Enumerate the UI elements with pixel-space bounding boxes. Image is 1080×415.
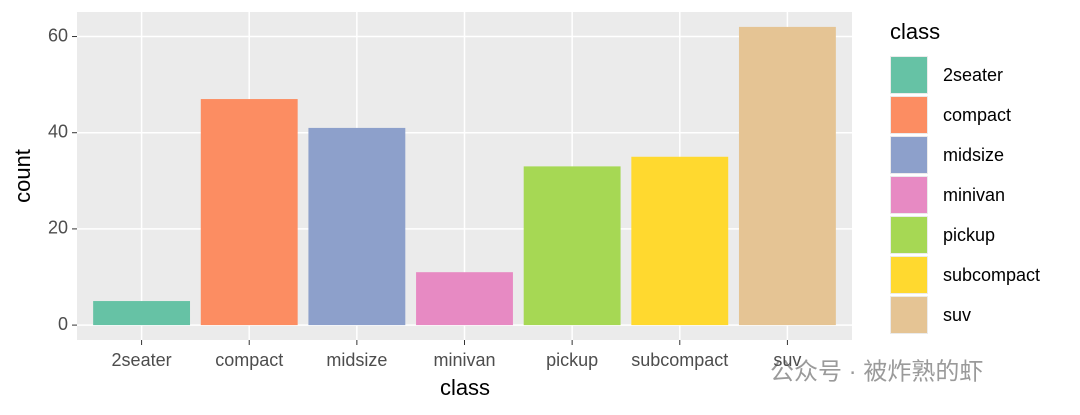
legend-label: 2seater	[943, 65, 1003, 85]
legend-label: suv	[943, 305, 971, 325]
bar	[200, 99, 298, 326]
x-tick-label: compact	[215, 350, 283, 370]
bar	[738, 26, 836, 326]
legend-swatch	[891, 177, 927, 213]
legend-swatch	[891, 57, 927, 93]
x-tick-label: midsize	[326, 350, 387, 370]
x-tick-label: subcompact	[631, 350, 728, 370]
bar	[631, 156, 729, 326]
y-axis-title: count	[10, 149, 35, 203]
y-tick-label: 20	[48, 218, 68, 238]
legend-swatch	[891, 137, 927, 173]
bar	[93, 301, 191, 326]
x-tick-label: suv	[773, 350, 801, 370]
x-tick-label: pickup	[546, 350, 598, 370]
legend-label: compact	[943, 105, 1011, 125]
legend-swatch	[891, 217, 927, 253]
bar	[416, 272, 513, 326]
legend-swatch	[891, 297, 927, 333]
legend-swatch	[891, 257, 927, 293]
legend-label: subcompact	[943, 265, 1040, 285]
x-tick-label: 2seater	[112, 350, 172, 370]
y-tick-label: 60	[48, 25, 68, 45]
watermark: 公众号 · 被炸熟的虾	[770, 358, 983, 385]
legend-label: minivan	[943, 185, 1005, 205]
bar	[308, 127, 406, 326]
legend-label: pickup	[943, 225, 995, 245]
legend-swatch	[891, 97, 927, 133]
y-tick-label: 40	[48, 121, 68, 141]
legend-title: class	[890, 19, 940, 44]
y-tick-label: 0	[58, 314, 68, 334]
bar	[523, 166, 621, 326]
x-tick-label: minivan	[433, 350, 495, 370]
x-axis-title: class	[440, 375, 490, 400]
legend-label: midsize	[943, 145, 1004, 165]
